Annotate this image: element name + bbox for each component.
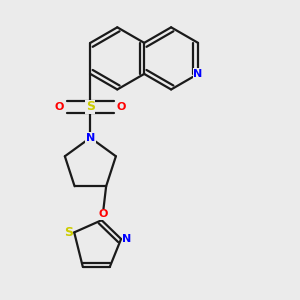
Text: S: S — [64, 226, 73, 239]
Text: O: O — [116, 102, 126, 112]
Text: S: S — [86, 100, 95, 113]
Text: N: N — [86, 133, 95, 143]
Text: N: N — [194, 69, 203, 79]
Text: N: N — [122, 234, 132, 244]
Text: O: O — [98, 209, 108, 219]
Text: O: O — [55, 102, 64, 112]
